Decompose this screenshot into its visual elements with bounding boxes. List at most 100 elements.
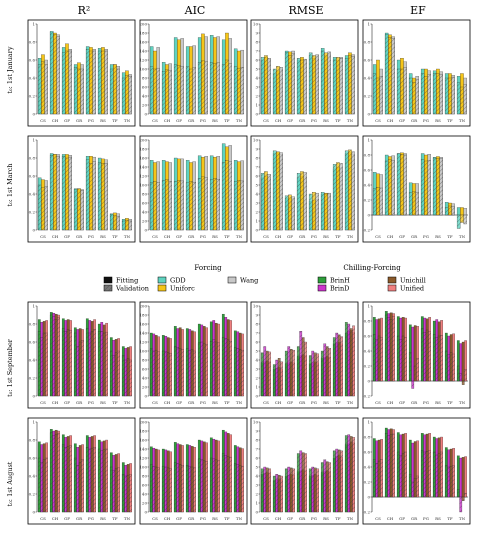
bar-validation-hatch	[392, 316, 395, 381]
y-tick-label: 0	[32, 227, 35, 232]
x-tick-label: PG	[200, 400, 206, 405]
bar-validation-hatch	[276, 66, 280, 114]
bar-validation-hatch	[222, 453, 225, 512]
bar-validation-hatch	[74, 458, 77, 512]
x-tick-label: TN	[124, 400, 131, 405]
col-title-ef: EF	[410, 4, 426, 17]
bar-validation-hatch	[174, 181, 178, 230]
bar-validation-hatch	[186, 465, 189, 512]
y-tick-label: 10	[253, 303, 259, 308]
bar-fitting	[464, 456, 467, 498]
x-tick-label: PG	[200, 234, 206, 239]
bar-validation-hatch	[435, 455, 438, 497]
y-tick-label: 0.2	[29, 491, 36, 496]
bar-validation-hatch	[88, 333, 91, 396]
bar-validation-hatch	[297, 453, 300, 512]
bar-validation-hatch	[279, 67, 283, 114]
panel-aic-row2: 0 20 40 60 80 100 120 140 160 180 200 CS CH GF GR PG RS T…	[139, 301, 248, 409]
legend-fitting-label: Fitting	[116, 277, 138, 285]
bar-validation-hatch	[79, 462, 82, 512]
y-tick-label: 0.2	[364, 363, 371, 368]
bar-validation-hatch	[41, 187, 45, 230]
x-tick-label: CS	[40, 516, 46, 521]
bar-validation-hatch	[153, 69, 157, 114]
x-tick-label: TN	[347, 118, 354, 123]
bar-validation-hatch	[445, 78, 449, 114]
bar-validation-hatch	[52, 435, 55, 512]
bar-validation-hatch	[268, 468, 271, 512]
bar-validation-hatch	[404, 337, 407, 381]
bar-validation-hatch	[276, 151, 280, 230]
x-tick-label: RS	[323, 400, 329, 405]
legend-group-chilling: Chilling-Forcing	[343, 264, 401, 272]
bar-validation-hatch	[385, 315, 388, 381]
bar-validation-hatch	[156, 68, 160, 114]
bar-validation-hatch	[76, 346, 79, 396]
bar-validation-hatch	[240, 67, 244, 114]
bar-validation-hatch	[385, 433, 388, 497]
y-tick-label: 8	[255, 39, 258, 44]
bar-validation-hatch	[292, 468, 295, 512]
bar-validation-hatch	[213, 63, 217, 114]
y-tick-label: 40	[142, 93, 148, 98]
y-tick-label: 0.8	[29, 39, 36, 44]
y-tick-label: 160	[139, 321, 147, 326]
bar-validation-hatch	[189, 181, 193, 230]
y-tick-label: 10	[253, 137, 259, 142]
bar-validation-hatch	[273, 364, 276, 396]
bar-validation-hatch	[397, 153, 401, 215]
bar-validation-hatch	[115, 468, 118, 512]
bar-fitting	[411, 326, 415, 382]
bar-validation-hatch	[227, 339, 230, 396]
bar-validation-hatch	[428, 450, 431, 497]
y-tick-label: 0.2	[364, 197, 371, 202]
bar-validation-hatch	[150, 182, 154, 230]
bar-validation-hatch	[304, 453, 307, 512]
bar-validation-hatch	[261, 468, 264, 512]
x-tick-label: CS	[152, 118, 158, 123]
bar-validation-hatch	[421, 159, 425, 215]
bar-validation-hatch	[314, 467, 317, 512]
panel-r2-row2: 0 0.2 0.4 0.6 0.8 1 CS CH GF GR PG RS TF TN	[27, 301, 136, 409]
bar-validation-hatch	[157, 351, 160, 396]
bar-validation-hatch	[309, 194, 313, 230]
bar-validation-hatch	[464, 369, 467, 381]
bar-fitting	[461, 341, 465, 382]
x-tick-label: PG	[88, 516, 94, 521]
bar-validation-hatch	[285, 468, 288, 512]
x-tick-label: RS	[212, 516, 218, 521]
bar-validation-hatch	[38, 458, 41, 512]
bar-validation-hatch	[127, 475, 130, 512]
panel-ef-row1: -0.2 0 0.2 0.4 0.6 0.8 1 CS CH GF GR PG RS TF TN	[362, 135, 471, 243]
x-tick-label: GR	[188, 118, 195, 123]
x-tick-label: GF	[176, 234, 182, 239]
bar-validation-hatch	[399, 339, 402, 381]
bar-validation-hatch	[241, 466, 244, 512]
y-tick-label: 0	[367, 212, 370, 217]
y-tick-label: 140	[139, 330, 147, 335]
bar-validation-hatch	[279, 152, 283, 230]
legend-unified-swatch	[387, 284, 397, 292]
x-tick-label: PG	[423, 516, 429, 521]
bar-validation-hatch	[93, 329, 96, 396]
bar-validation-hatch	[378, 461, 381, 497]
bar-validation-hatch	[68, 157, 72, 230]
bar-validation-hatch	[291, 196, 295, 230]
bar-validation-hatch	[421, 450, 424, 497]
bar-validation-hatch	[291, 53, 295, 114]
legend-unified-label: Unified	[400, 285, 424, 293]
y-tick-label: 9	[255, 312, 258, 317]
bar-validation-hatch	[379, 76, 383, 114]
bar-validation-hatch	[335, 333, 338, 396]
bar-validation-hatch	[423, 452, 426, 497]
x-tick-label: GR	[188, 234, 195, 239]
bar-validation-hatch	[56, 156, 60, 230]
legend-wang-label: Wang	[240, 277, 258, 285]
bar-validation-hatch	[427, 160, 431, 215]
bar-validation-hatch	[156, 182, 160, 230]
y-tick-label: 7	[255, 164, 258, 169]
y-tick-label: 0.4	[364, 348, 371, 353]
bar-validation-hatch	[433, 158, 437, 215]
x-tick-label: GF	[399, 118, 405, 123]
x-tick-label: TF	[224, 400, 230, 405]
